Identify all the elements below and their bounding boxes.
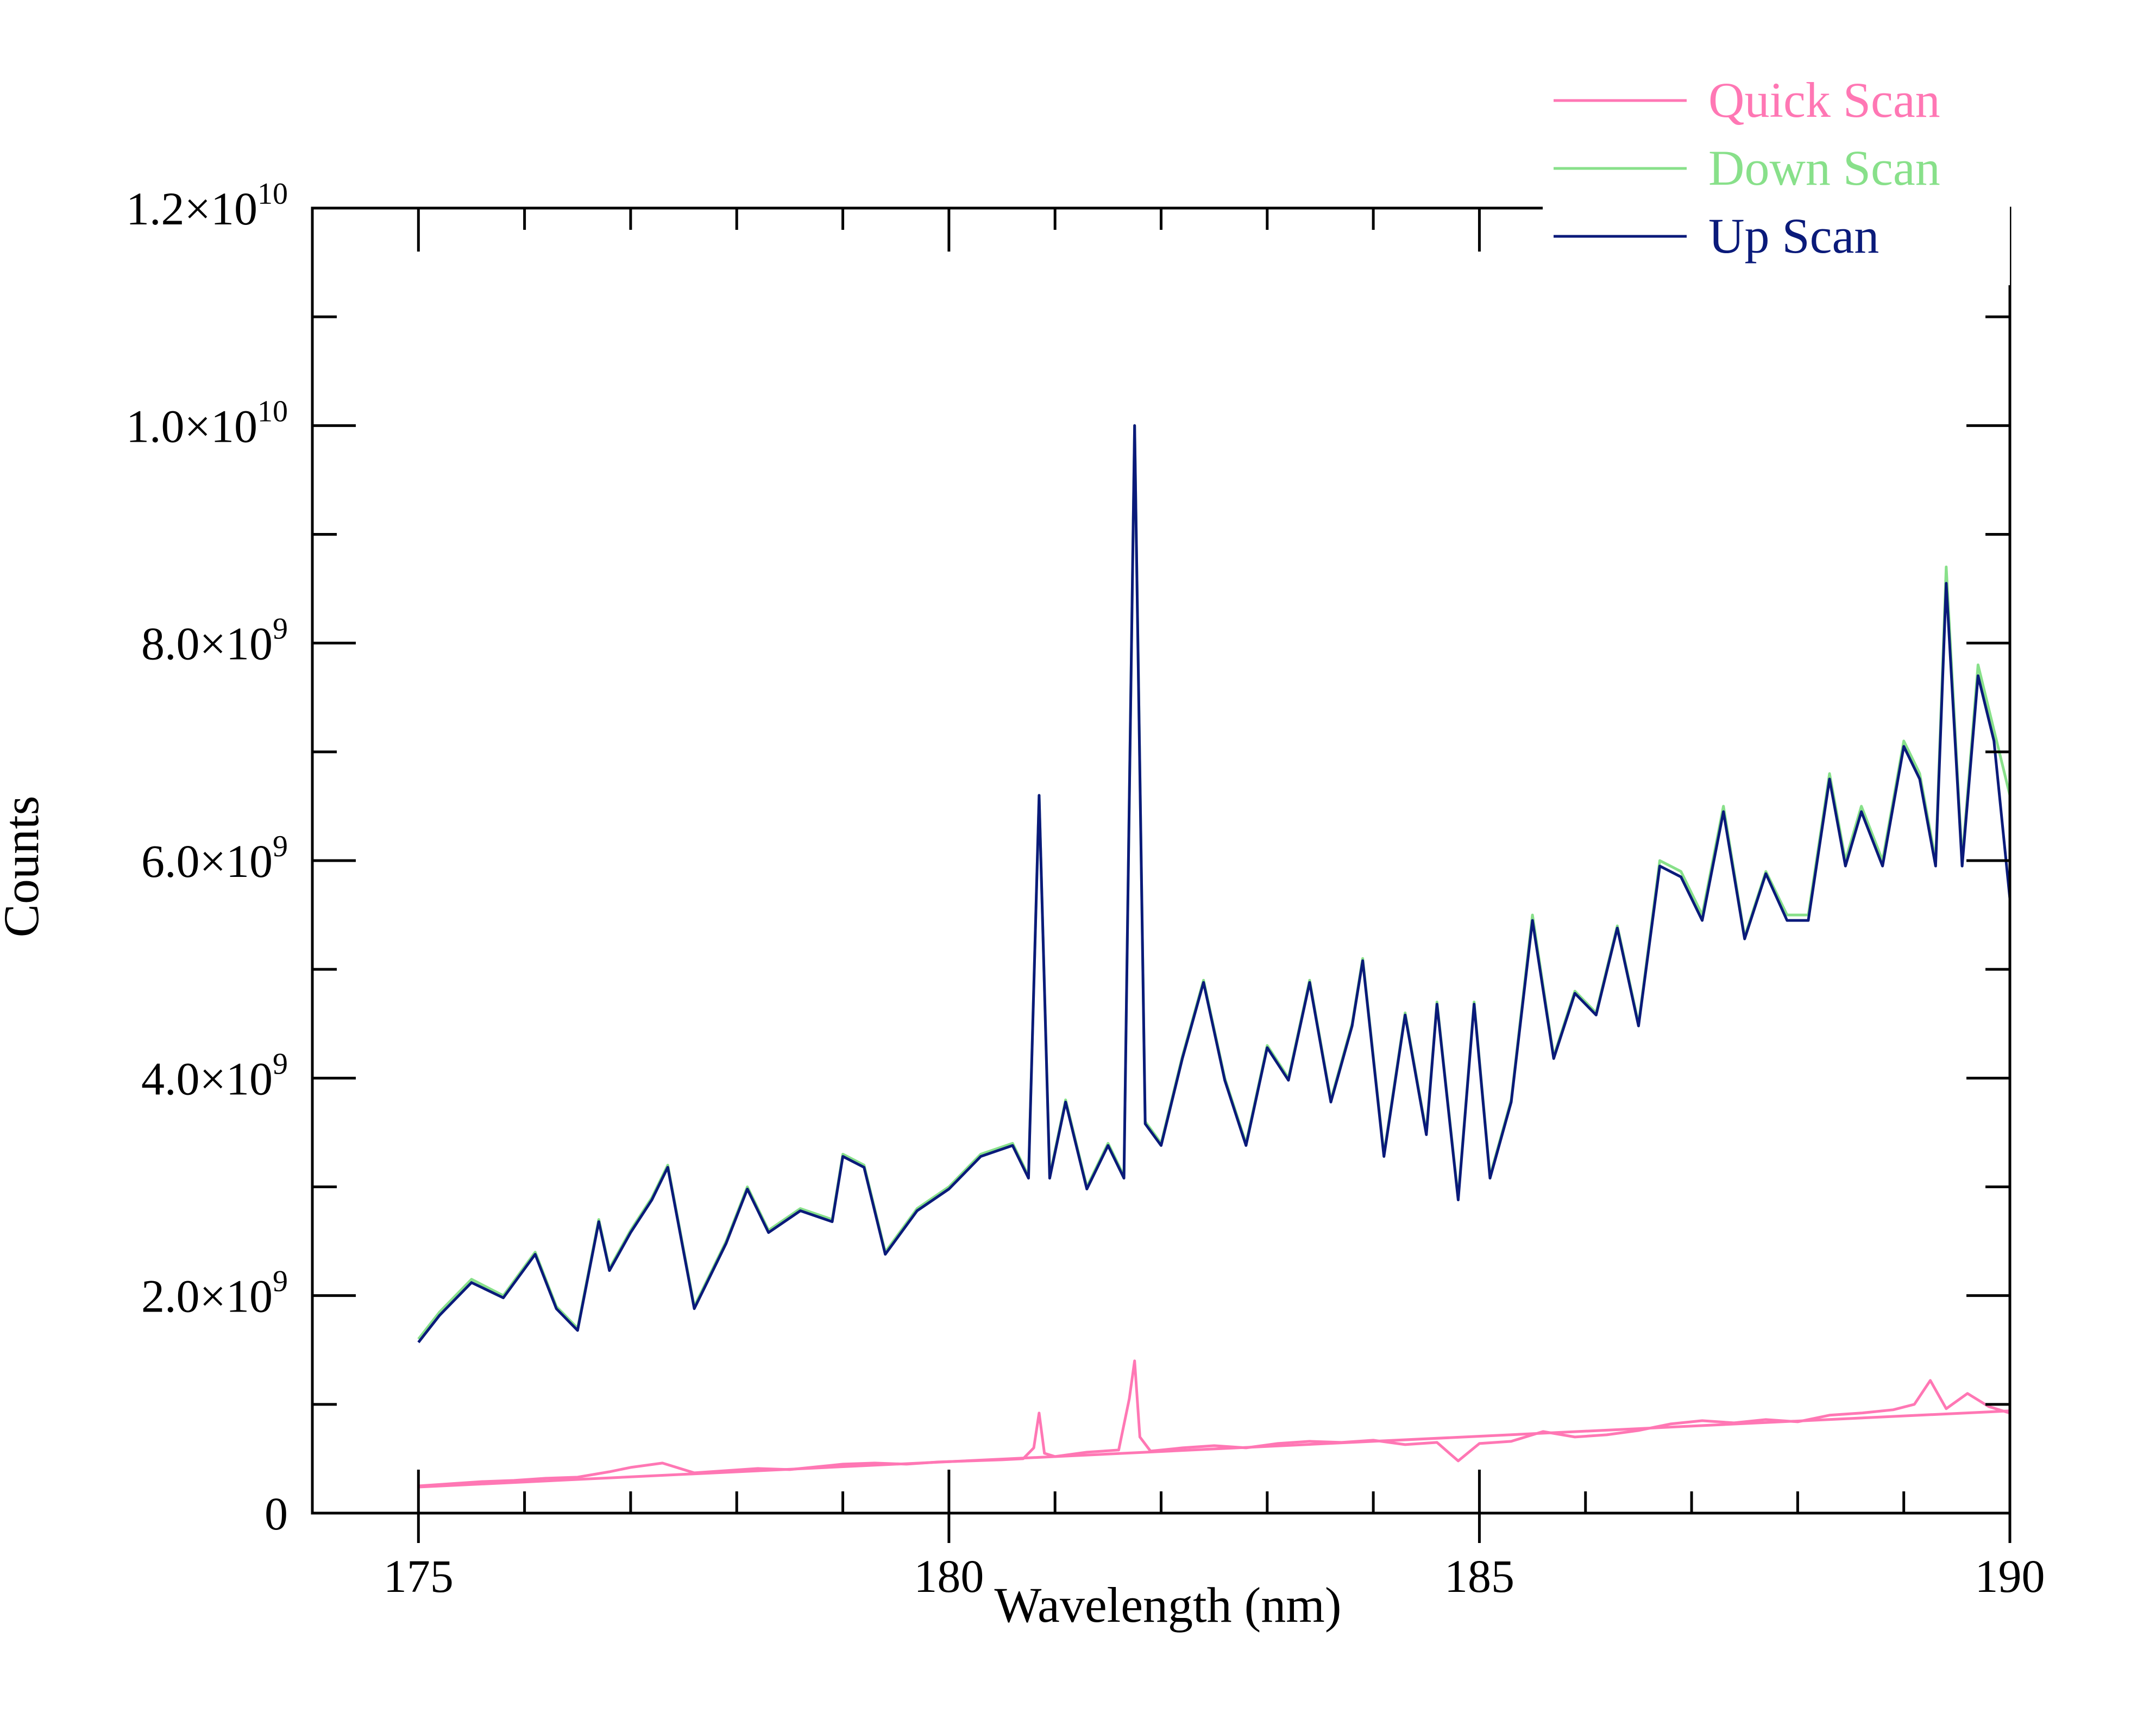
y-tick-label: 8.0×109 — [141, 612, 288, 670]
series-1-fit-line — [418, 1409, 2010, 1489]
x-tick-label: 190 — [1975, 1550, 2045, 1602]
axes-layer: 175 180 185 190 0 2.0×109 4.0×109 6.0×109 8.0×10… — [126, 177, 2045, 1602]
x-tick-label: 175 — [384, 1550, 454, 1602]
y-tick-label: 6.0×109 — [141, 830, 288, 887]
legend-label: Up Scan — [1708, 208, 1879, 264]
y-tick-label: 1.0×1010 — [126, 394, 288, 452]
y-tick-label: 1.2×1010 — [126, 177, 288, 235]
x-tick-label: 185 — [1444, 1550, 1514, 1602]
y-tick-label: 2.0×109 — [141, 1265, 288, 1322]
y-tick-label: 4.0×109 — [141, 1047, 288, 1105]
series-up-scan — [417, 424, 2012, 1344]
x-axis-title: Wavelength (nm) — [995, 1577, 1342, 1633]
y-axis-title: Counts — [0, 796, 49, 938]
x-tick-label: 180 — [914, 1550, 984, 1602]
series-layer — [417, 424, 2012, 1489]
y-tick-label: 0 — [265, 1488, 288, 1540]
legend-label: Quick Scan — [1708, 72, 1940, 128]
legend: Quick Scan Down Scan Up Scan — [1543, 49, 2010, 285]
legend-label: Down Scan — [1708, 140, 1940, 196]
